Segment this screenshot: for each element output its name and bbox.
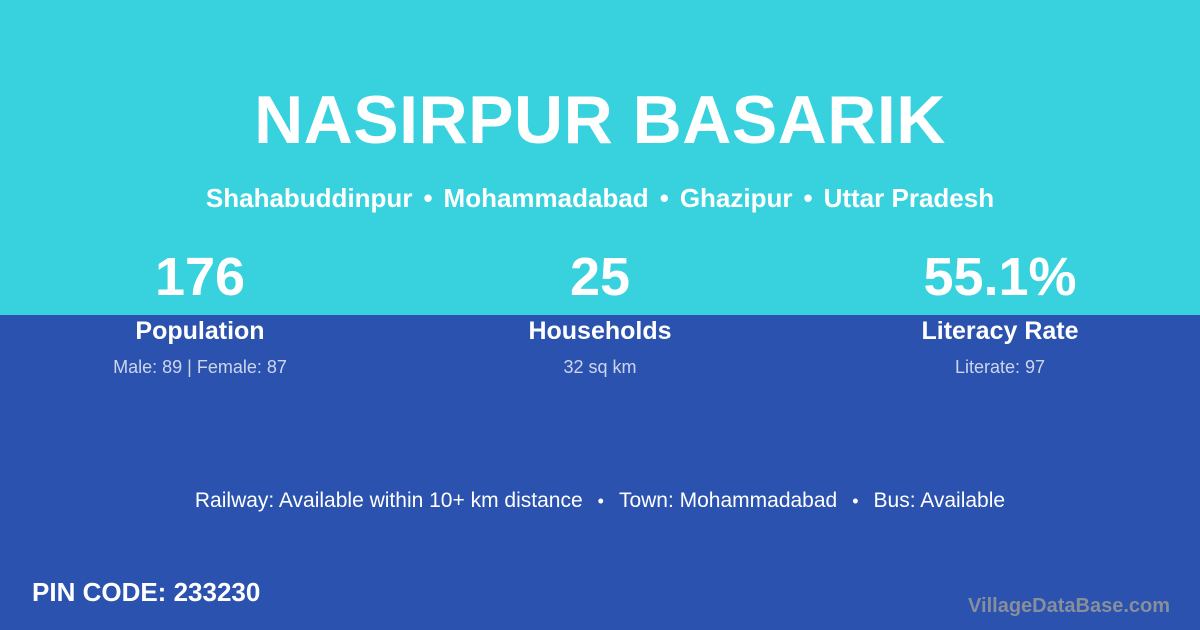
facilities-line: Railway: Available within 10+ km distanc…	[0, 487, 1200, 515]
stat-details-row: Male: 89 | Female: 87 32 sq km Literate:…	[0, 356, 1200, 378]
bullet-separator: •	[659, 183, 669, 213]
breadcrumb: Shahabuddinpur • Mohammadabad • Ghazipur • Utt…	[0, 182, 1200, 214]
bullet-separator: •	[803, 183, 813, 213]
town-fact: Town: Mohammadabad	[618, 489, 838, 512]
pin-code-label: PIN CODE:	[32, 577, 167, 607]
stat-values-row: 176 25 55.1%	[0, 248, 1200, 306]
households-detail: 32 sq km	[563, 357, 637, 377]
population-value: 176	[154, 247, 246, 307]
population-label: Population	[135, 317, 265, 345]
bullet-separator: •	[597, 491, 604, 511]
bullet-separator: •	[852, 491, 859, 511]
bus-fact: Bus: Available	[873, 489, 1006, 512]
stat-labels-row: Population Households Literacy Rate	[0, 315, 1200, 347]
header-section: NASIRPUR BASARIK Shahabuddinpur • Mohammad…	[0, 0, 1200, 315]
literacy-rate-value: 55.1%	[923, 247, 1077, 307]
village-title: NASIRPUR BASARIK	[254, 82, 946, 158]
site-watermark: VillageDataBase.com	[968, 595, 1170, 617]
breadcrumb-item-state: Uttar Pradesh	[823, 183, 995, 213]
households-label: Households	[528, 317, 672, 345]
details-section: Population Households Literacy Rate Male…	[0, 315, 1200, 630]
breadcrumb-item-block: Mohammadabad	[443, 183, 649, 213]
breadcrumb-item-village: Shahabuddinpur	[205, 183, 413, 213]
literacy-rate-label: Literacy Rate	[921, 317, 1079, 345]
breadcrumb-item-district: Ghazipur	[679, 183, 793, 213]
population-detail: Male: 89 | Female: 87	[113, 357, 287, 377]
pin-code-value: 233230	[173, 577, 261, 607]
bullet-separator: •	[423, 183, 433, 213]
households-value: 25	[569, 247, 631, 307]
literacy-rate-detail: Literate: 97	[954, 357, 1046, 377]
railway-fact: Railway: Available within 10+ km distanc…	[194, 489, 583, 512]
pin-code: PIN CODE: 233230	[32, 577, 260, 607]
